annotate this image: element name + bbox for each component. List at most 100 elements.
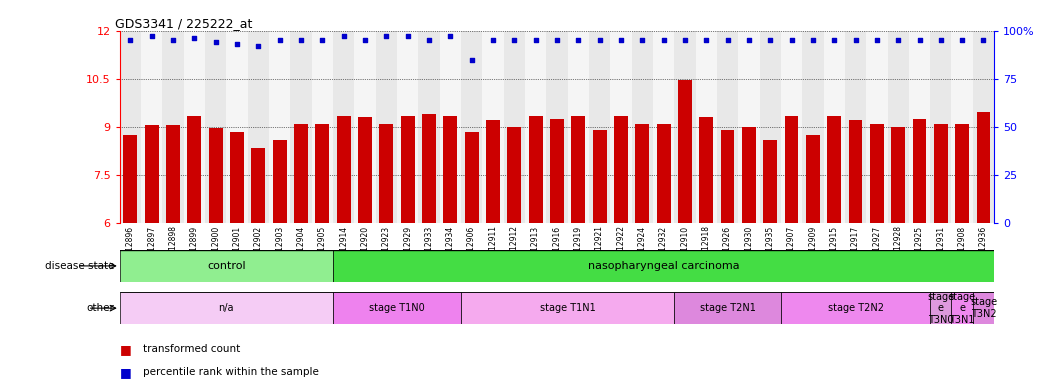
Bar bbox=[547, 31, 567, 223]
Point bbox=[421, 37, 437, 43]
Bar bbox=[443, 116, 457, 223]
Point bbox=[868, 37, 885, 43]
Bar bbox=[785, 116, 798, 223]
Point bbox=[207, 39, 224, 45]
Point bbox=[569, 37, 586, 43]
Point bbox=[591, 37, 608, 43]
Bar bbox=[675, 31, 695, 223]
Bar bbox=[397, 31, 418, 223]
Bar bbox=[717, 31, 738, 223]
Point bbox=[314, 37, 331, 43]
Bar bbox=[610, 31, 632, 223]
Bar bbox=[124, 135, 137, 223]
Bar bbox=[803, 31, 823, 223]
Bar bbox=[760, 31, 781, 223]
Bar bbox=[315, 124, 329, 223]
Point bbox=[400, 33, 416, 40]
Point bbox=[164, 37, 181, 43]
Bar bbox=[294, 124, 308, 223]
Bar bbox=[866, 31, 888, 223]
Bar bbox=[931, 31, 951, 223]
Point bbox=[975, 37, 992, 43]
Bar bbox=[823, 31, 845, 223]
Bar bbox=[401, 116, 414, 223]
Text: disease state: disease state bbox=[45, 261, 115, 271]
Bar bbox=[845, 31, 866, 223]
Text: n/a: n/a bbox=[219, 303, 234, 313]
Bar bbox=[678, 80, 692, 223]
Text: ■: ■ bbox=[120, 343, 131, 356]
Point bbox=[250, 43, 266, 49]
Bar bbox=[379, 124, 393, 223]
Text: GDS3341 / 225222_at: GDS3341 / 225222_at bbox=[116, 17, 253, 30]
Bar bbox=[742, 127, 756, 223]
Bar bbox=[418, 31, 439, 223]
Bar bbox=[675, 292, 781, 324]
Bar bbox=[550, 119, 564, 223]
Bar bbox=[763, 139, 778, 223]
Text: control: control bbox=[207, 261, 246, 271]
Bar bbox=[464, 132, 479, 223]
Bar bbox=[913, 119, 926, 223]
Bar bbox=[781, 292, 931, 324]
Bar bbox=[311, 31, 333, 223]
Bar bbox=[700, 117, 713, 223]
Point bbox=[826, 37, 842, 43]
Bar bbox=[720, 130, 735, 223]
Bar bbox=[572, 116, 585, 223]
Bar bbox=[120, 250, 333, 282]
Bar bbox=[635, 124, 650, 223]
Point bbox=[335, 33, 352, 40]
Bar bbox=[888, 31, 909, 223]
Bar bbox=[891, 127, 905, 223]
Point bbox=[740, 37, 757, 43]
Bar bbox=[507, 127, 522, 223]
Text: stage
e
T3N1: stage e T3N1 bbox=[948, 291, 975, 325]
Point bbox=[911, 37, 928, 43]
Bar bbox=[504, 31, 525, 223]
Bar bbox=[120, 31, 141, 223]
Text: stage T2N2: stage T2N2 bbox=[828, 303, 884, 313]
Text: ■: ■ bbox=[120, 366, 131, 379]
Bar bbox=[589, 31, 610, 223]
Point bbox=[144, 33, 160, 40]
Bar bbox=[653, 31, 675, 223]
Point bbox=[954, 37, 970, 43]
Text: stage T1N0: stage T1N0 bbox=[370, 303, 425, 313]
Bar bbox=[273, 139, 286, 223]
Bar bbox=[209, 128, 223, 223]
Point bbox=[677, 37, 693, 43]
Bar bbox=[870, 124, 884, 223]
Point bbox=[697, 37, 714, 43]
Bar bbox=[226, 31, 248, 223]
Point bbox=[655, 37, 671, 43]
Bar bbox=[738, 31, 760, 223]
Bar bbox=[806, 135, 820, 223]
Bar bbox=[956, 124, 969, 223]
Text: stage T1N1: stage T1N1 bbox=[539, 303, 595, 313]
Bar bbox=[439, 31, 461, 223]
Text: transformed count: transformed count bbox=[143, 344, 239, 354]
Bar bbox=[657, 124, 670, 223]
Text: stage
T3N2: stage T3N2 bbox=[970, 297, 997, 319]
Bar bbox=[973, 292, 994, 324]
Point bbox=[549, 37, 565, 43]
Bar bbox=[695, 31, 717, 223]
Bar bbox=[632, 31, 653, 223]
Point bbox=[485, 37, 502, 43]
Point bbox=[805, 37, 821, 43]
Bar bbox=[567, 31, 589, 223]
Bar bbox=[848, 120, 862, 223]
Point bbox=[933, 37, 949, 43]
Bar bbox=[333, 250, 994, 282]
Bar bbox=[183, 31, 205, 223]
Bar bbox=[358, 117, 372, 223]
Bar bbox=[145, 125, 158, 223]
Bar bbox=[333, 31, 354, 223]
Point bbox=[890, 37, 907, 43]
Point bbox=[719, 37, 736, 43]
Point bbox=[186, 35, 203, 41]
Text: other: other bbox=[86, 303, 115, 313]
Point bbox=[463, 56, 480, 63]
Point bbox=[612, 37, 629, 43]
